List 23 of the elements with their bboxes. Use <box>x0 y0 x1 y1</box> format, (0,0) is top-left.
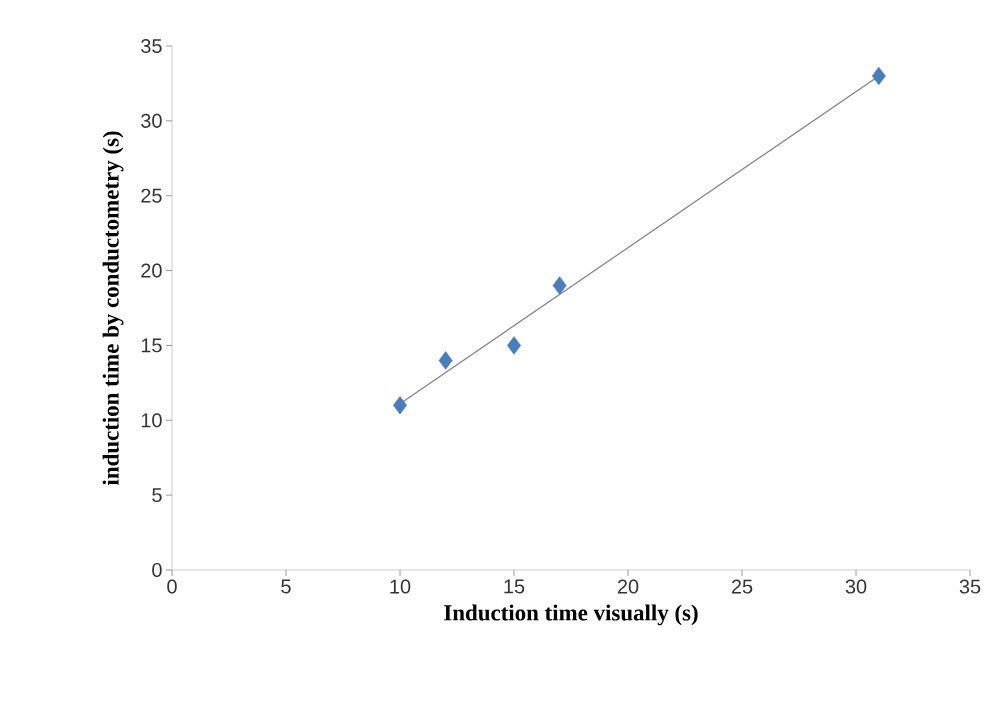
y-axis-title: induction time by conductometry (s) <box>102 131 124 486</box>
x-tick-label: 25 <box>731 579 753 594</box>
x-axis-title: Induction time visually (s) <box>444 604 698 626</box>
x-tick-label: 15 <box>504 579 525 594</box>
y-tick-label: 15 <box>141 338 162 353</box>
x-tick-label: 30 <box>845 579 867 594</box>
x-tick-label: 0 <box>167 579 177 594</box>
point <box>871 66 886 86</box>
x-tick-label: 10 <box>390 579 411 594</box>
y-tick-label: 30 <box>141 113 162 128</box>
point <box>552 276 567 295</box>
y-tick-label: 20 <box>141 263 162 278</box>
y-tick-label: 35 <box>141 38 162 54</box>
y-tick-label: 25 <box>141 188 162 203</box>
point <box>438 351 453 370</box>
point <box>393 396 407 415</box>
y-tick-label: 5 <box>152 488 162 503</box>
x-tick-label: 5 <box>281 579 291 594</box>
y-tick-label: 10 <box>141 413 162 428</box>
x-tick-label: 35 <box>959 579 981 594</box>
x-tick-label: 20 <box>617 579 639 594</box>
point <box>507 336 521 355</box>
y-tick-label: 0 <box>152 562 162 578</box>
